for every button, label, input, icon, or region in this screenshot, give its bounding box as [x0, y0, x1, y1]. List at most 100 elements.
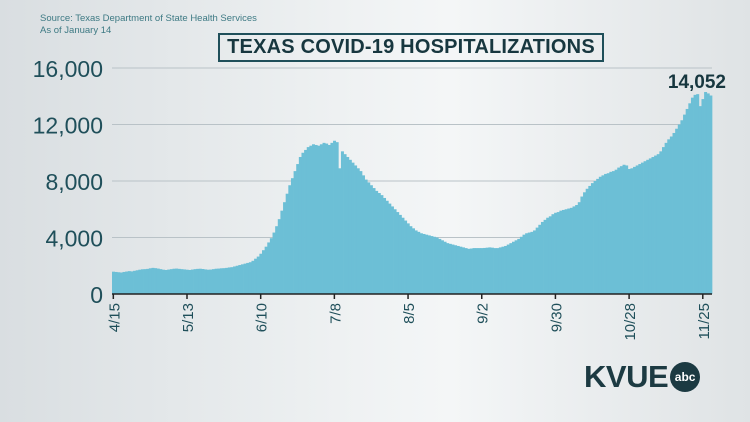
bar: [169, 269, 173, 294]
bar: [598, 176, 602, 294]
bar: [254, 258, 258, 294]
bar: [433, 236, 437, 294]
bar: [156, 268, 160, 294]
bar: [593, 181, 597, 294]
bar: [651, 156, 655, 294]
bar: [527, 232, 531, 294]
bar: [646, 159, 650, 294]
bar: [414, 230, 418, 294]
bar: [483, 247, 487, 294]
bar: [369, 185, 373, 294]
bar: [251, 260, 255, 294]
bar: [340, 151, 344, 294]
bar: [538, 224, 542, 294]
bar: [435, 237, 439, 294]
bar: [269, 238, 273, 294]
bar: [601, 175, 605, 294]
bar: [388, 203, 392, 294]
bar: [530, 231, 534, 294]
bar: [630, 168, 634, 294]
bar: [383, 197, 387, 294]
bar: [135, 270, 139, 294]
bar: [609, 171, 613, 294]
bar: [485, 247, 489, 294]
bar: [204, 269, 208, 294]
bar: [146, 268, 150, 294]
bar: [312, 144, 315, 294]
bar: [206, 269, 210, 294]
x-tick-label: 9/30: [548, 303, 565, 332]
bar: [498, 247, 502, 294]
bar: [567, 208, 571, 294]
bar: [654, 155, 658, 294]
y-tick-label: 12,000: [33, 113, 103, 139]
bar: [190, 269, 194, 294]
bar: [659, 151, 663, 294]
bar: [275, 226, 279, 294]
bar: [693, 94, 697, 294]
bar: [267, 242, 271, 294]
bar: [175, 268, 179, 294]
bar: [290, 178, 294, 294]
bar: [548, 216, 552, 294]
bar: [706, 93, 710, 295]
bar: [314, 144, 318, 294]
bar: [438, 238, 442, 294]
bar: [222, 268, 226, 294]
bar: [293, 171, 297, 294]
bar: [343, 154, 347, 294]
bar: [559, 210, 563, 294]
bar: [117, 272, 121, 294]
bar: [596, 178, 600, 294]
bar: [640, 162, 644, 294]
x-tick-label: 10/28: [622, 303, 639, 341]
bar: [262, 250, 265, 294]
bar: [233, 266, 237, 294]
bar: [280, 210, 284, 294]
bar: [562, 209, 565, 294]
bar: [335, 142, 339, 294]
bar: [688, 103, 692, 294]
bar: [464, 248, 468, 294]
bar: [422, 233, 426, 294]
bar: [277, 219, 281, 294]
bar: [669, 136, 673, 294]
bar: [338, 168, 342, 294]
bar: [635, 165, 639, 294]
bar: [183, 269, 187, 294]
bar: [306, 147, 310, 294]
x-tick-label: 5/13: [180, 303, 197, 332]
bar: [469, 248, 473, 294]
bar: [112, 271, 115, 294]
bar: [230, 267, 234, 294]
bar: [351, 162, 355, 294]
bar: [325, 143, 329, 294]
bar: [535, 227, 539, 294]
bar: [417, 231, 421, 294]
bar: [346, 156, 350, 294]
bar: [362, 175, 365, 294]
bar: [701, 99, 705, 294]
bar: [680, 120, 684, 294]
bar: [662, 147, 665, 294]
bar: [443, 241, 447, 294]
bar: [177, 268, 181, 294]
bar: [612, 171, 615, 294]
bar: [540, 221, 544, 294]
bar: [138, 269, 142, 294]
bar: [164, 269, 168, 294]
bar: [401, 217, 405, 294]
bar: [148, 268, 152, 294]
bar: [238, 265, 242, 294]
bar: [456, 245, 460, 294]
bar: [580, 196, 584, 294]
bar: [385, 200, 389, 294]
bar: [583, 192, 587, 294]
bar: [367, 182, 371, 294]
bar: [633, 166, 637, 295]
bar: [472, 248, 476, 294]
bar: [451, 244, 455, 294]
bar: [533, 230, 537, 294]
bar: [193, 269, 197, 294]
